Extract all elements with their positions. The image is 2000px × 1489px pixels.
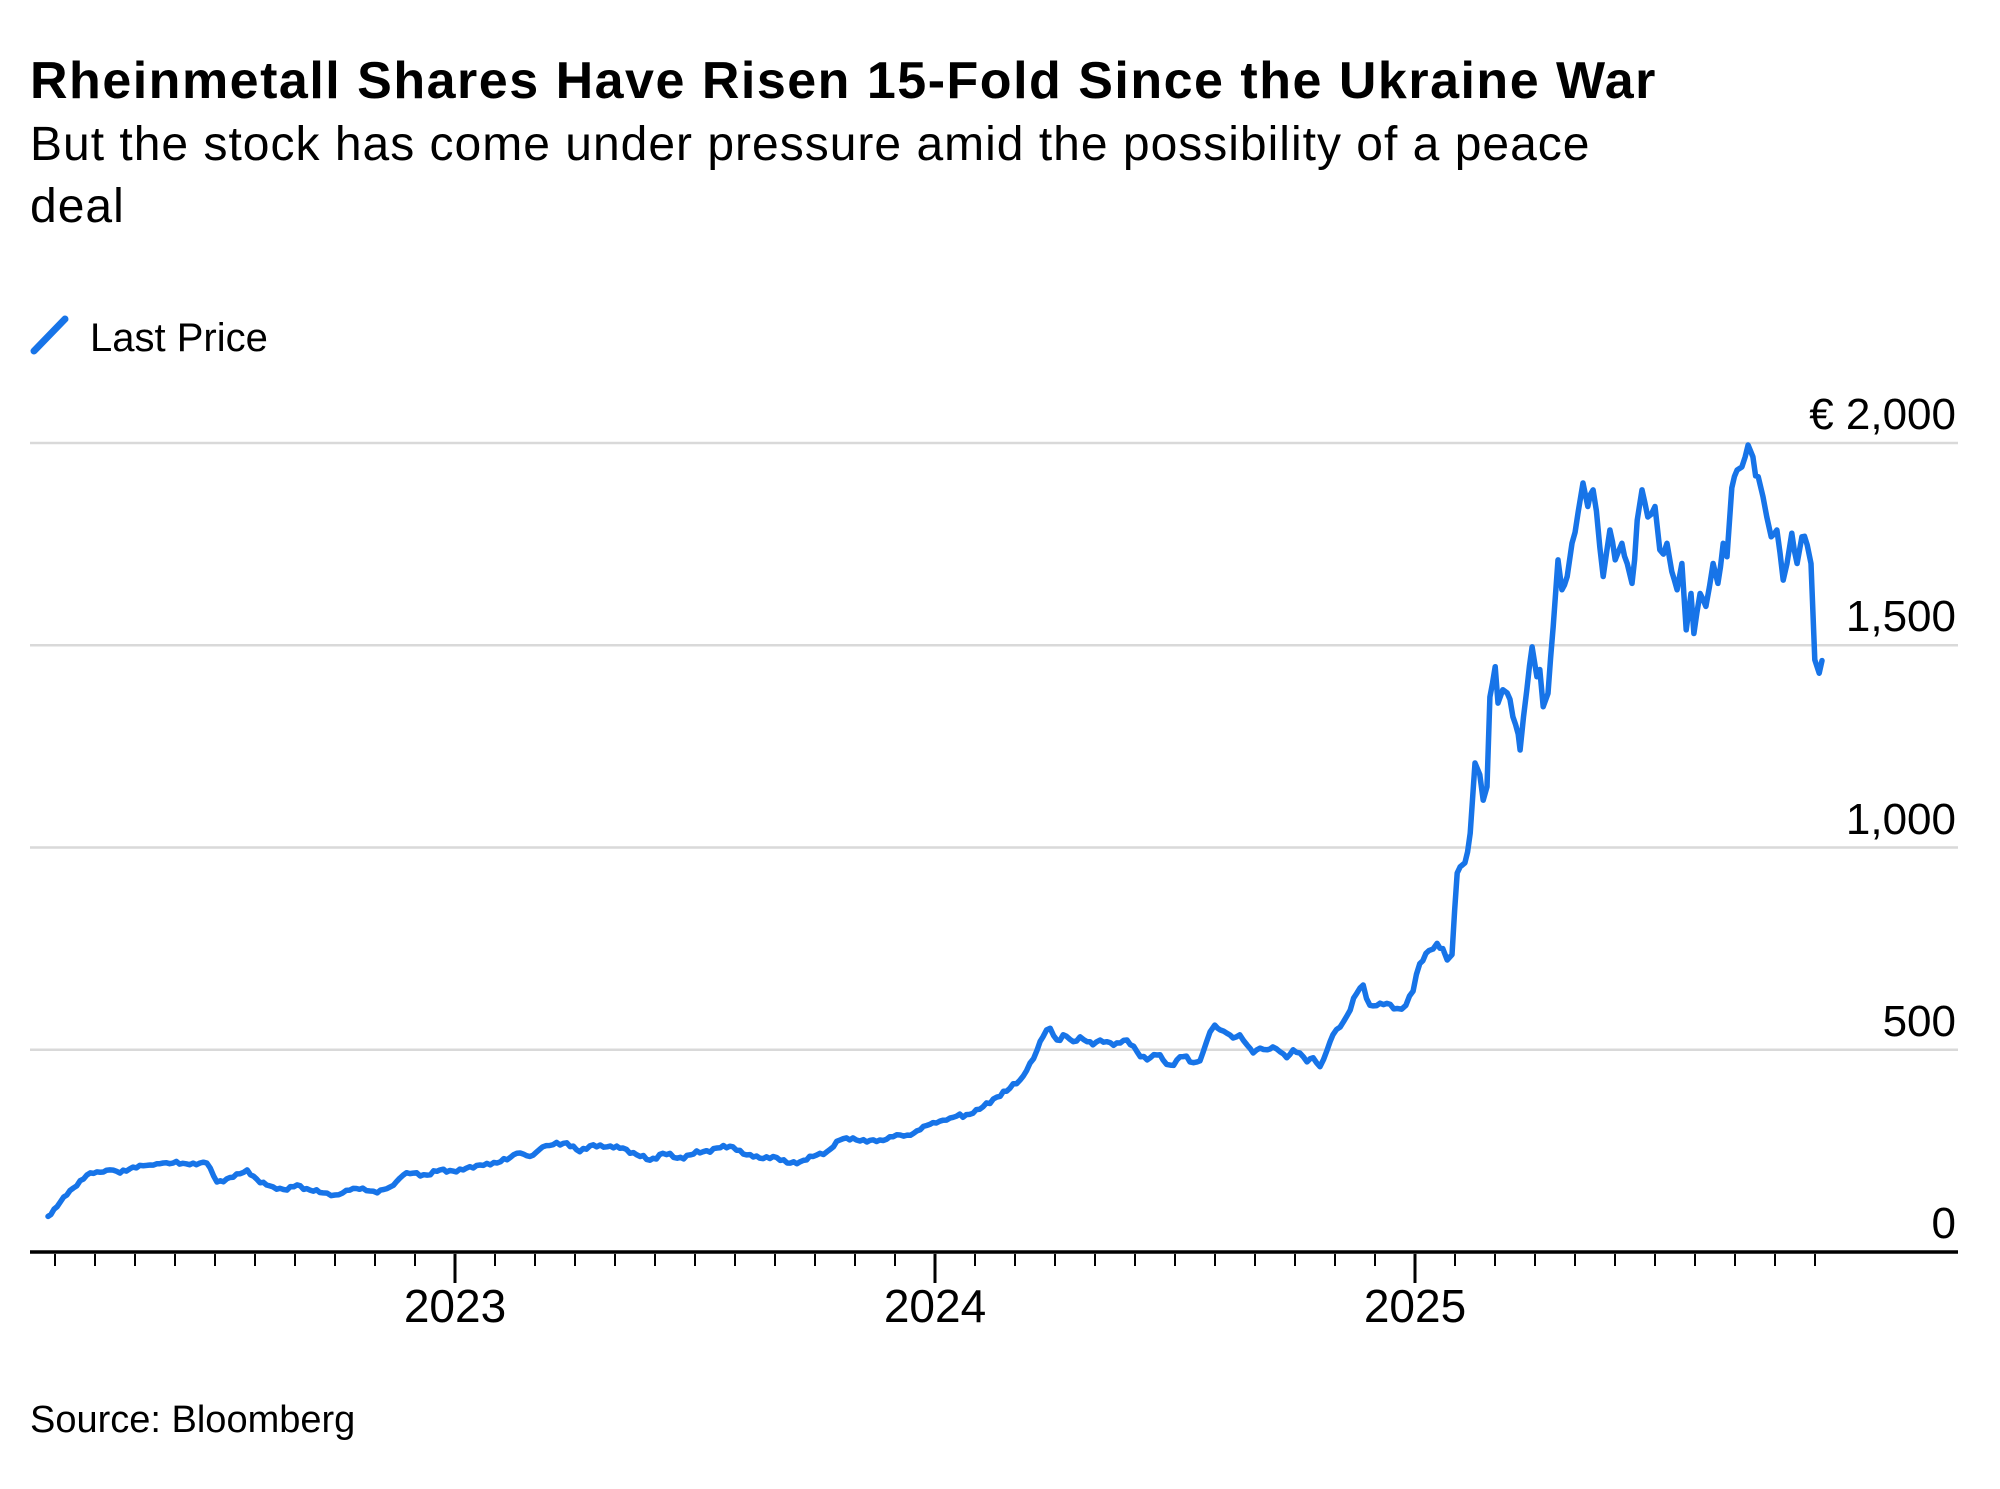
last-price-line xyxy=(45,442,1825,1220)
x-tick-label-2024: 2024 xyxy=(884,1280,986,1332)
x-axis xyxy=(30,1250,1958,1283)
legend-line-swatch-icon xyxy=(30,315,69,355)
chart-subtitle-line1: But the stock has come under pressure am… xyxy=(30,118,1590,171)
legend: Last Price xyxy=(30,315,268,360)
price-line-series xyxy=(45,442,1825,1220)
chart-subtitle-line2: deal xyxy=(30,180,125,233)
y-tick-label-0: 0 xyxy=(1932,1199,1956,1248)
y-tick-label-1000: 1,000 xyxy=(1846,795,1956,844)
y-tick-label-500: 500 xyxy=(1883,997,1956,1046)
gridlines xyxy=(30,441,1958,1052)
source-label: Source: Bloomberg xyxy=(30,1399,355,1441)
x-tick-label-2023: 2023 xyxy=(404,1280,506,1332)
x-tick-label-2025: 2025 xyxy=(1364,1280,1466,1332)
chart-title: Rheinmetall Shares Have Risen 15-Fold Si… xyxy=(30,52,1657,110)
legend-label: Last Price xyxy=(90,316,268,360)
y-tick-label-2000: € 2,000 xyxy=(1809,390,1956,439)
y-tick-label-1500: 1,500 xyxy=(1846,592,1956,641)
